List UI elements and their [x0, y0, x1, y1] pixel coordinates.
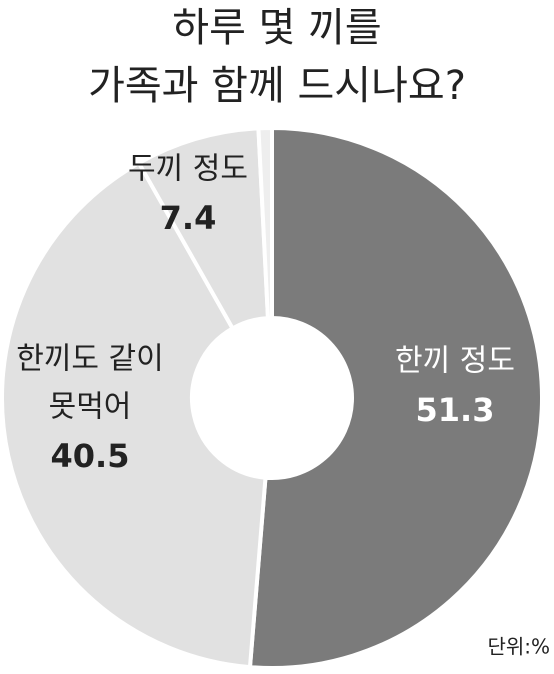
- slice-label: 두끼 정도: [128, 152, 248, 187]
- donut-slice: [0, 160, 268, 670]
- chart-title: 하루 몇 끼를: [172, 5, 381, 51]
- donut-slice: [136, 126, 271, 332]
- donut-slice: [256, 125, 274, 321]
- slice-label: 한끼도 같이: [16, 342, 164, 377]
- slice-label: 한끼 정도: [395, 344, 515, 379]
- value-label: 7.4: [160, 199, 217, 237]
- value-label: 51.3: [416, 391, 495, 429]
- donut-slice: [247, 125, 544, 670]
- slice-label: 못먹어: [49, 390, 132, 425]
- value-label: 40.5: [51, 437, 130, 475]
- chart-title: 가족과 함께 드시나요?: [88, 63, 466, 109]
- unit-label: 단위:%: [487, 635, 550, 659]
